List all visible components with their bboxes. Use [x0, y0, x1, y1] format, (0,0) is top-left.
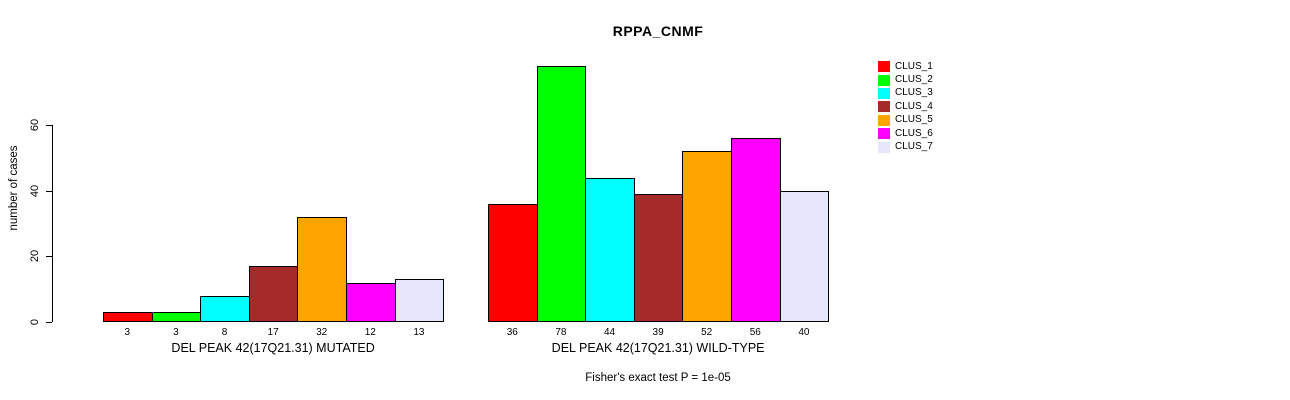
y-tick-mark — [46, 125, 52, 126]
bar-value-label: 8 — [221, 327, 228, 338]
legend-swatch-icon — [878, 128, 890, 140]
bar-clus_1-group2 — [488, 203, 538, 322]
legend-label: CLUS_2 — [895, 74, 933, 86]
legend-item: CLUS_4 — [878, 100, 933, 113]
y-tick-label: 60 — [29, 118, 41, 132]
y-axis-label: number of cases — [8, 145, 20, 231]
legend-item: CLUS_2 — [878, 73, 933, 86]
bar-clus_7-group2 — [779, 190, 830, 322]
legend-item: CLUS_1 — [878, 60, 933, 73]
bar-clus_2-group1 — [151, 312, 202, 322]
footnote: Fisher's exact test P = 1e-05 — [585, 372, 731, 384]
legend-swatch-icon — [878, 61, 890, 73]
bar-clus_4-group2 — [633, 193, 684, 322]
bar-value-label: 32 — [316, 327, 328, 338]
bar-value-label: 52 — [701, 327, 713, 338]
y-tick-mark — [46, 256, 52, 258]
legend-label: CLUS_1 — [895, 60, 933, 72]
legend-swatch-icon — [878, 114, 890, 126]
bar-value-label: 12 — [364, 327, 376, 338]
legend: CLUS_1 CLUS_2 CLUS_3 CLUS_4 CLUS_5 CLUS_6 CLUS… — [878, 60, 933, 154]
bar-clus_3-group2 — [585, 177, 635, 322]
bar-value-label: 3 — [173, 327, 179, 338]
bar-clus_7-group1 — [394, 279, 445, 322]
legend-swatch-icon — [878, 87, 890, 99]
bar-value-label: 39 — [652, 327, 664, 338]
y-tick-label: 0 — [29, 318, 41, 326]
y-tick-mark — [46, 322, 52, 323]
chart-title: RPPA_CNMF — [612, 23, 704, 39]
legend-label: CLUS_5 — [895, 114, 933, 126]
legend-label: CLUS_6 — [895, 127, 933, 139]
bar-clus_3-group1 — [200, 295, 250, 322]
legend-item: CLUS_6 — [878, 127, 933, 140]
bar-clus_2-group2 — [536, 65, 587, 322]
y-tick-label: 40 — [29, 184, 41, 197]
legend-swatch-icon — [878, 74, 890, 86]
bar-clus_4-group1 — [248, 266, 299, 322]
legend-label: CLUS_4 — [895, 100, 933, 112]
bar-clus_6-group2 — [731, 138, 781, 322]
legend-label: CLUS_3 — [895, 87, 933, 99]
y-axis-line — [52, 125, 53, 322]
bar-value-label: 17 — [267, 327, 279, 338]
bar-clus_5-group2 — [682, 151, 732, 322]
bar-value-label: 56 — [749, 327, 761, 338]
legend-label: CLUS_7 — [895, 141, 933, 153]
bar-value-label: 78 — [555, 327, 567, 338]
bar-clus_1-group1 — [103, 312, 153, 322]
legend-item: CLUS_5 — [878, 114, 933, 127]
legend-swatch-icon — [878, 101, 890, 113]
group-axis-label: DEL PEAK 42(17Q21.31) MUTATED — [171, 341, 375, 355]
bar-clus_6-group1 — [346, 282, 396, 322]
legend-item: CLUS_7 — [878, 140, 933, 153]
bar-value-label: 3 — [124, 327, 131, 338]
bar-value-label: 40 — [798, 327, 810, 338]
legend-swatch-icon — [878, 141, 890, 153]
y-tick-mark — [46, 190, 52, 192]
y-tick-label: 20 — [29, 250, 41, 263]
legend-item: CLUS_3 — [878, 87, 933, 100]
bar-value-label: 36 — [506, 327, 518, 338]
bar-clus_5-group1 — [297, 216, 347, 322]
group-axis-label: DEL PEAK 42(17Q21.31) WILD-TYPE — [551, 341, 765, 355]
bar-value-label: 13 — [413, 327, 425, 338]
bar-value-label: 44 — [603, 327, 616, 338]
